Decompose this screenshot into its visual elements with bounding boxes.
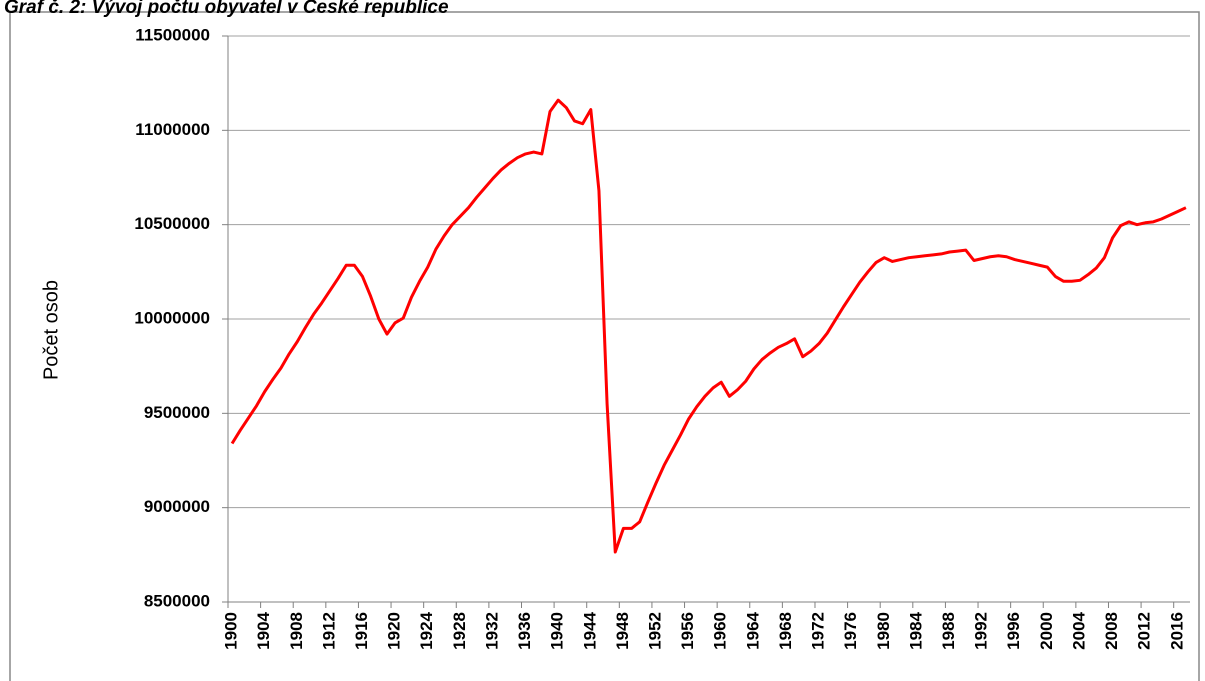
x-tick-label: 1944: [580, 611, 599, 649]
x-tick-label: 1968: [776, 612, 795, 650]
y-tick-label: 9500000: [144, 403, 210, 422]
x-tick-label: 1964: [743, 611, 762, 649]
x-tick-label: 1940: [548, 612, 567, 650]
x-tick-label: 1900: [222, 612, 241, 650]
chart-title: Graf č. 2: Vývoj počtu obyvatel v České …: [4, 0, 449, 18]
x-tick-label: 1912: [319, 612, 338, 650]
x-tick-label: 1908: [287, 612, 306, 650]
x-tick-label: 1932: [482, 612, 501, 650]
x-tick-label: 1928: [450, 612, 469, 650]
x-tick-label: 1984: [906, 611, 925, 649]
x-tick-label: 2012: [1135, 612, 1154, 650]
x-tick-label: 1920: [385, 612, 404, 650]
y-tick-label: 8500000: [144, 591, 210, 610]
y-tick-label: 10500000: [134, 214, 210, 233]
x-tick-label: 1956: [678, 612, 697, 650]
x-tick-label: 2004: [1069, 611, 1088, 649]
y-tick-label: 11000000: [135, 120, 210, 139]
x-tick-label: 1948: [613, 612, 632, 650]
x-tick-label: 1960: [711, 612, 730, 650]
x-tick-label: 2016: [1167, 612, 1186, 650]
x-tick-label: 1952: [645, 612, 664, 650]
y-tick-label: 9000000: [144, 497, 210, 516]
x-tick-label: 1904: [254, 611, 273, 649]
x-tick-label: 1980: [874, 612, 893, 650]
y-tick-label: 10000000: [134, 308, 210, 327]
x-tick-label: 1936: [515, 612, 534, 650]
x-tick-label: 1992: [972, 612, 991, 650]
x-tick-label: 1972: [809, 612, 828, 650]
x-tick-label: 1916: [352, 612, 371, 650]
x-tick-label: 1996: [1004, 612, 1023, 650]
data-line: [230, 98, 1187, 554]
x-tick-label: 1924: [417, 611, 436, 649]
x-tick-label: 2008: [1102, 612, 1121, 650]
x-tick-label: 2000: [1037, 612, 1056, 650]
x-tick-label: 1976: [841, 612, 860, 650]
y-axis-title: Počet osob: [40, 280, 62, 380]
y-tick-label: 11500000: [135, 25, 210, 44]
x-tick-label: 1988: [939, 612, 958, 650]
